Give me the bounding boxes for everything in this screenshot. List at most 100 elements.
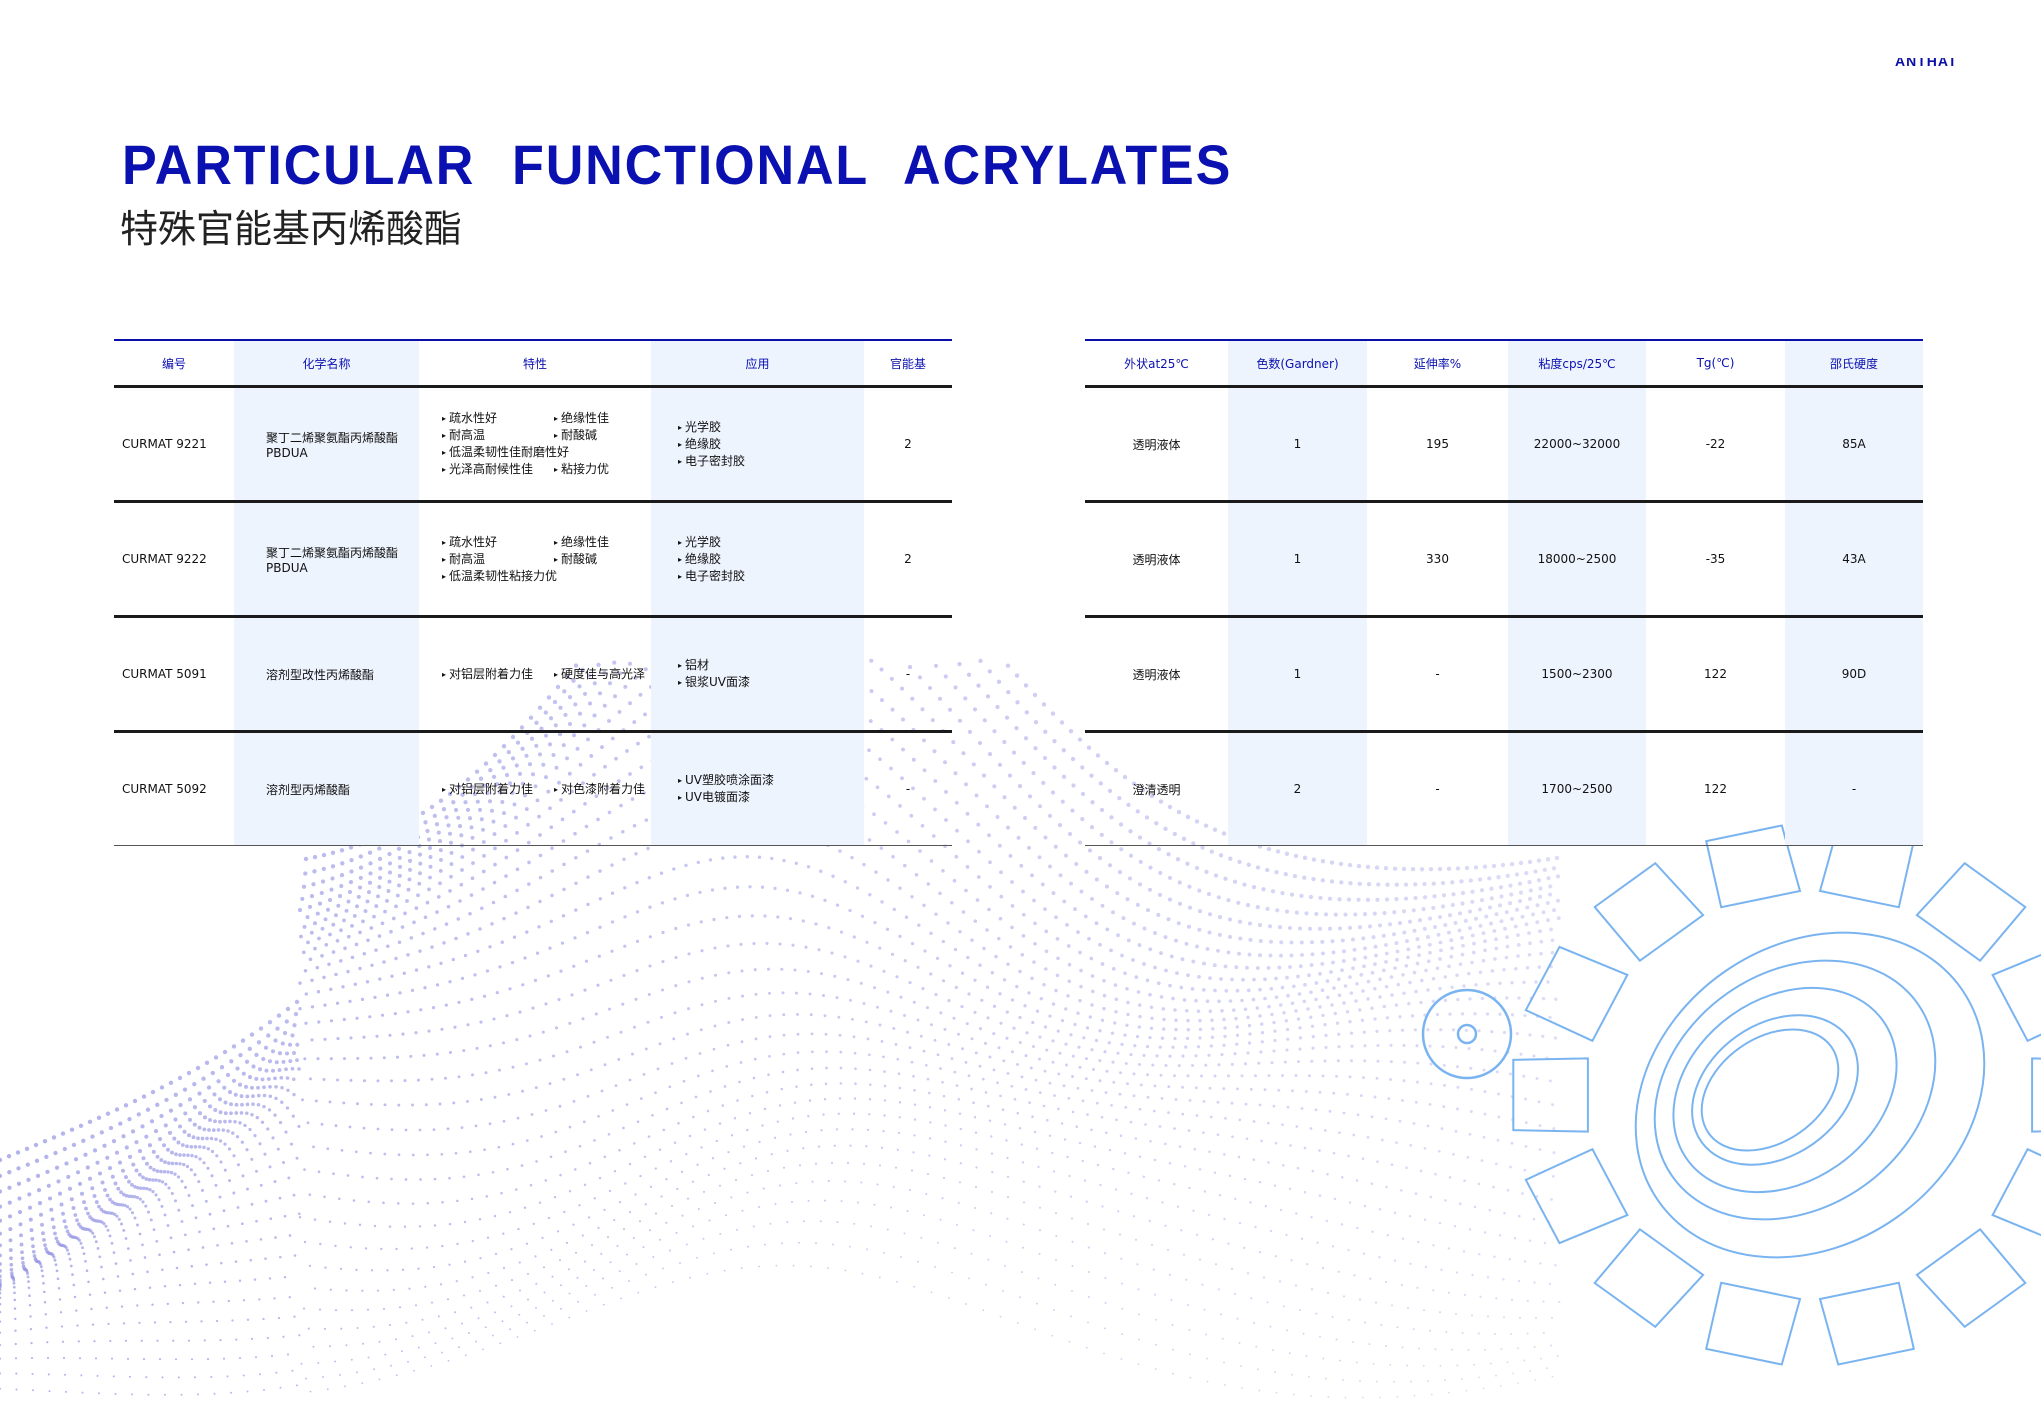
applications-cell: 光学胶绝缘胶电子密封胶 [651, 501, 864, 618]
property-table: 外状at25℃ 色数(Gardner) 延伸率% 粘度cps/25℃ Tg(℃) 邵氏硬度… [1085, 339, 1923, 846]
product-code: CURMAT 9222 [114, 501, 234, 618]
feature-item: 绝缘性佳 [554, 534, 650, 551]
features-cell: 疏水性好绝缘性佳耐高温耐酸碱低温柔韧性粘接力优 [419, 501, 651, 618]
table-row: CURMAT 5092溶剂型丙烯酸酯对铝层附着力佳对色漆附着力佳UV塑胶喷涂面漆… [114, 731, 952, 846]
application-item: 绝缘胶 [678, 436, 863, 453]
application-item: 光学胶 [678, 534, 863, 551]
table-cell: 90D [1785, 616, 1923, 733]
table-cell: 1 [1228, 501, 1367, 618]
table-cell: -22 [1646, 386, 1785, 503]
feature-item: 对铝层附着力佳 [442, 781, 554, 798]
applications-cell: 光学胶绝缘胶电子密封胶 [651, 386, 864, 503]
application-item: 电子密封胶 [678, 568, 863, 585]
product-code: CURMAT 5092 [114, 731, 234, 846]
features-cell: 对铝层附着力佳对色漆附着力佳 [419, 731, 651, 846]
functionality: - [864, 731, 952, 846]
table-cell: 1500~2300 [1508, 616, 1646, 733]
features-list: 对铝层附着力佳硬度佳与高光泽 [420, 666, 650, 683]
applications-cell: 铝材银浆UV面漆 [651, 616, 864, 733]
application-item: 光学胶 [678, 419, 863, 436]
table-cell: 透明液体 [1085, 616, 1228, 733]
table-cell: -35 [1646, 501, 1785, 618]
table-cell: - [1785, 731, 1923, 846]
chemical-name: 聚丁二烯聚氨酯丙烯酸酯PBDUA [234, 386, 419, 503]
column-header: 应用 [651, 339, 864, 388]
table-row: CURMAT 5091溶剂型改性丙烯酸酯对铝层附着力佳硬度佳与高光泽铝材银浆UV… [114, 616, 952, 733]
applications-list: 光学胶绝缘胶电子密封胶 [652, 534, 863, 585]
table-row: CURMAT 9221聚丁二烯聚氨酯丙烯酸酯PBDUA疏水性好绝缘性佳耐高温耐酸… [114, 386, 952, 503]
table-cell: 透明液体 [1085, 501, 1228, 618]
feature-item: 疏水性好 [442, 534, 554, 551]
feature-item: 疏水性好 [442, 410, 554, 427]
application-item: 电子密封胶 [678, 453, 863, 470]
table-cell: 122 [1646, 616, 1785, 733]
chemical-name: 聚丁二烯聚氨酯丙烯酸酯PBDUA [234, 501, 419, 618]
feature-item: 低温柔韧性佳耐磨性好 [442, 444, 650, 461]
feature-item: 绝缘性佳 [554, 410, 650, 427]
table-cell: 1700~2500 [1508, 731, 1646, 846]
table-cell: 1 [1228, 386, 1367, 503]
column-header: 外状at25℃ [1085, 339, 1228, 388]
features-list: 对铝层附着力佳对色漆附着力佳 [420, 781, 650, 798]
brand-logo: ANTHAT [1895, 58, 1958, 68]
column-header: 化学名称 [234, 339, 419, 388]
features-cell: 对铝层附着力佳硬度佳与高光泽 [419, 616, 651, 733]
table-row: 透明液体 1-1500~2300 122 90D [1085, 616, 1923, 733]
feature-item: 对色漆附着力佳 [554, 781, 650, 798]
table-cell: 43A [1785, 501, 1923, 618]
table-cell: 澄清透明 [1085, 731, 1228, 846]
application-item: UV塑胶喷涂面漆 [678, 772, 863, 789]
application-item: 绝缘胶 [678, 551, 863, 568]
table-cell: 122 [1646, 731, 1785, 846]
column-header: 邵氏硬度 [1785, 339, 1923, 388]
application-item: 银浆UV面漆 [678, 674, 863, 691]
application-item: 铝材 [678, 657, 863, 674]
small-gear-icon [1421, 988, 1513, 1080]
feature-item: 耐高温 [442, 551, 554, 568]
applications-list: UV塑胶喷涂面漆UV电镀面漆 [652, 772, 863, 806]
table-row: 透明液体 1 195 22000~32000 -22 85A [1085, 386, 1923, 503]
features-cell: 疏水性好绝缘性佳耐高温耐酸碱低温柔韧性佳耐磨性好光泽高耐候性佳粘接力优 [419, 386, 651, 503]
product-table: 编号 化学名称 特性 应用 官能基 CURMAT 9221 聚丁二烯聚氨酯丙烯酸酯PBDU… [114, 339, 952, 846]
features-list: 疏水性好绝缘性佳耐高温耐酸碱低温柔韧性佳耐磨性好光泽高耐候性佳粘接力优 [420, 410, 650, 478]
table-cell: 22000~32000 [1508, 386, 1646, 503]
column-header: Tg(℃) [1646, 339, 1785, 388]
functionality: - [864, 616, 952, 733]
table-row: 透明液体 1 330 18000~2500 -35 43A [1085, 501, 1923, 618]
table-cell: 85A [1785, 386, 1923, 503]
column-header: 编号 [114, 339, 234, 388]
features-list: 疏水性好绝缘性佳耐高温耐酸碱低温柔韧性粘接力优 [420, 534, 650, 585]
feature-item: 对铝层附着力佳 [442, 666, 554, 683]
feature-item: 低温柔韧性粘接力优 [442, 568, 650, 585]
application-item: UV电镀面漆 [678, 789, 863, 806]
page-title: PARTICULAR FUNCTIONAL ACRYLATES [122, 133, 1233, 196]
column-header: 粘度cps/25℃ [1508, 339, 1646, 388]
applications-list: 光学胶绝缘胶电子密封胶 [652, 419, 863, 470]
feature-item: 耐高温 [442, 427, 554, 444]
table-cell: 18000~2500 [1508, 501, 1646, 618]
functionality: 2 [864, 501, 952, 618]
page-subtitle: 特殊官能基丙烯酸酯 [120, 207, 463, 251]
table-cell: - [1367, 731, 1508, 846]
applications-list: 铝材银浆UV面漆 [652, 657, 863, 691]
applications-cell: UV塑胶喷涂面漆UV电镀面漆 [651, 731, 864, 846]
feature-item: 耐酸碱 [554, 551, 650, 568]
table-row: CURMAT 9222聚丁二烯聚氨酯丙烯酸酯PBDUA疏水性好绝缘性佳耐高温耐酸… [114, 501, 952, 618]
table-cell: 2 [1228, 731, 1367, 846]
chemical-name: 溶剂型改性丙烯酸酯 [234, 616, 419, 733]
table-cell: 330 [1367, 501, 1508, 618]
feature-item: 光泽高耐候性佳 [442, 461, 554, 478]
column-header: 官能基 [864, 339, 952, 388]
product-code: CURMAT 5091 [114, 616, 234, 733]
product-code: CURMAT 9221 [114, 386, 234, 503]
table-cell: 1 [1228, 616, 1367, 733]
column-header: 特性 [419, 339, 651, 388]
table-cell: 透明液体 [1085, 386, 1228, 503]
feature-item: 粘接力优 [554, 461, 650, 478]
table-cell: - [1367, 616, 1508, 733]
column-header: 色数(Gardner) [1228, 339, 1367, 388]
table-cell: 195 [1367, 386, 1508, 503]
functionality: 2 [864, 386, 952, 503]
table-row: 澄清透明 2-1700~2500 122- [1085, 731, 1923, 846]
feature-item: 硬度佳与高光泽 [554, 666, 650, 683]
